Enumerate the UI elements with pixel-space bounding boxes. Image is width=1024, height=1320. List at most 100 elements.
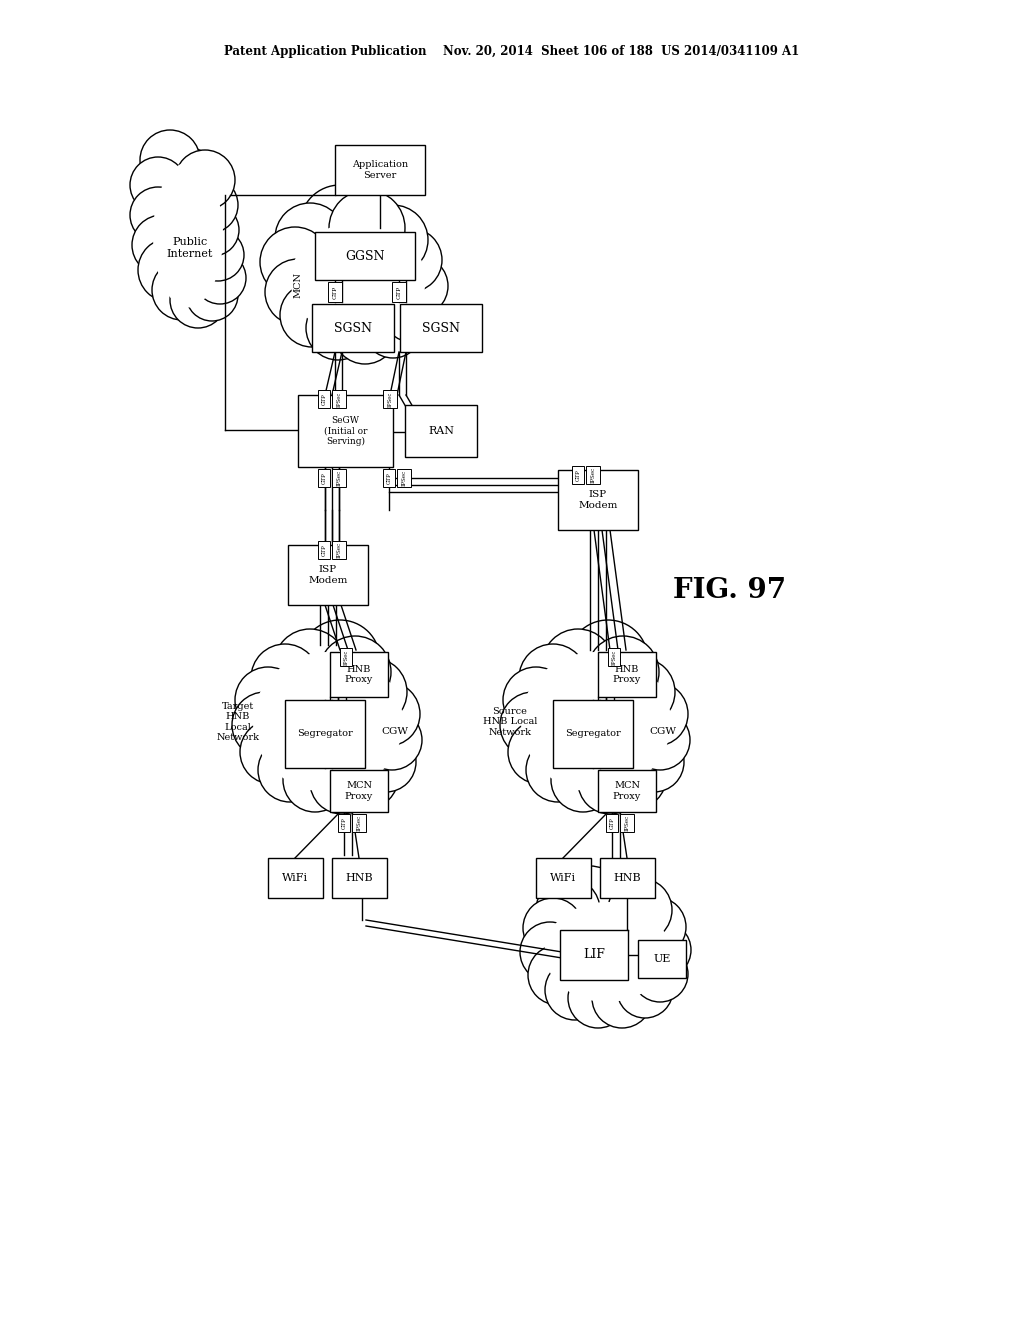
Text: Patent Application Publication    Nov. 20, 2014  Sheet 106 of 188  US 2014/03411: Patent Application Publication Nov. 20, … [224,45,800,58]
Circle shape [306,296,370,360]
Bar [608,648,620,667]
Circle shape [626,898,686,957]
Circle shape [520,921,580,982]
Circle shape [130,187,186,243]
Bar [606,814,618,832]
Text: SeGW
(Initial or
Serving): SeGW (Initial or Serving) [324,416,368,446]
Bar [352,814,366,832]
Bar [536,858,591,898]
Ellipse shape [153,162,223,308]
Text: CGW: CGW [649,727,677,737]
Text: IPSec: IPSec [337,470,341,486]
Text: Segregator: Segregator [565,730,621,738]
Bar [340,648,352,667]
Circle shape [193,228,244,281]
Circle shape [503,667,569,733]
Text: IPSec: IPSec [625,814,630,832]
Text: IPSec: IPSec [611,649,616,665]
Circle shape [519,644,587,711]
Circle shape [617,962,673,1018]
Text: MCN: MCN [294,272,302,298]
Bar [400,304,482,352]
Circle shape [138,238,202,302]
Circle shape [356,733,416,792]
Circle shape [536,878,600,942]
Circle shape [130,157,186,213]
Text: Source
HNB Local
Network: Source HNB Local Network [482,708,538,737]
Circle shape [624,733,684,792]
Text: GTP: GTP [386,473,391,484]
Circle shape [194,252,246,304]
Text: FIG. 97: FIG. 97 [674,577,786,603]
Text: GTP: GTP [333,285,338,298]
Circle shape [265,259,331,325]
Text: GTP: GTP [322,393,327,405]
Circle shape [545,960,605,1020]
Bar [330,652,388,697]
Circle shape [500,692,566,758]
Text: GGSN: GGSN [345,249,385,263]
Circle shape [523,898,583,958]
Bar [332,469,346,487]
Bar [560,931,628,979]
Bar [298,395,393,467]
Circle shape [526,738,590,803]
Bar [332,541,346,558]
Text: IPSec: IPSec [356,814,361,832]
Text: GTP: GTP [609,817,614,829]
Circle shape [568,968,628,1028]
Text: WiFi: WiFi [551,873,577,883]
Circle shape [260,227,330,297]
Bar [620,814,634,832]
Text: Public
Internet: Public Internet [167,238,213,259]
Bar [397,469,411,487]
Bar [600,858,655,898]
Text: GTP: GTP [322,544,327,556]
Text: UE: UE [653,954,671,964]
Circle shape [147,147,223,223]
Bar [288,545,368,605]
Circle shape [182,177,238,234]
Circle shape [578,750,642,814]
Text: IPSec: IPSec [401,470,407,486]
Circle shape [240,719,304,784]
Bar [638,940,686,978]
Circle shape [251,644,319,711]
Bar [598,652,656,697]
Bar [332,389,346,408]
Text: CGW: CGW [382,727,409,737]
Text: IPSec: IPSec [591,467,596,483]
Circle shape [283,748,347,812]
Circle shape [362,710,422,770]
Text: HNB: HNB [613,873,641,883]
Text: IPSec: IPSec [343,649,348,665]
Circle shape [300,185,380,265]
Bar [285,700,365,768]
Circle shape [329,190,406,267]
Circle shape [624,682,688,746]
Circle shape [556,866,624,935]
Bar [586,466,600,484]
Circle shape [170,272,226,327]
Circle shape [234,667,301,733]
Text: Application
Server: Application Server [352,160,408,180]
Circle shape [362,298,423,358]
Text: MCN
Proxy: MCN Proxy [345,781,373,801]
Circle shape [378,228,442,292]
Circle shape [140,129,200,190]
Circle shape [356,682,420,746]
Text: LIF: LIF [583,949,605,961]
Circle shape [274,630,346,701]
Text: IPSec: IPSec [337,543,341,558]
Text: MCN
Proxy: MCN Proxy [613,781,641,801]
Circle shape [630,710,690,770]
Bar [330,770,388,812]
Circle shape [568,620,648,700]
Circle shape [551,748,615,812]
Circle shape [528,945,588,1005]
Bar [338,814,350,832]
Circle shape [592,968,652,1028]
Text: GTP: GTP [575,469,581,480]
Circle shape [577,867,653,942]
Text: IPSec: IPSec [387,391,392,407]
